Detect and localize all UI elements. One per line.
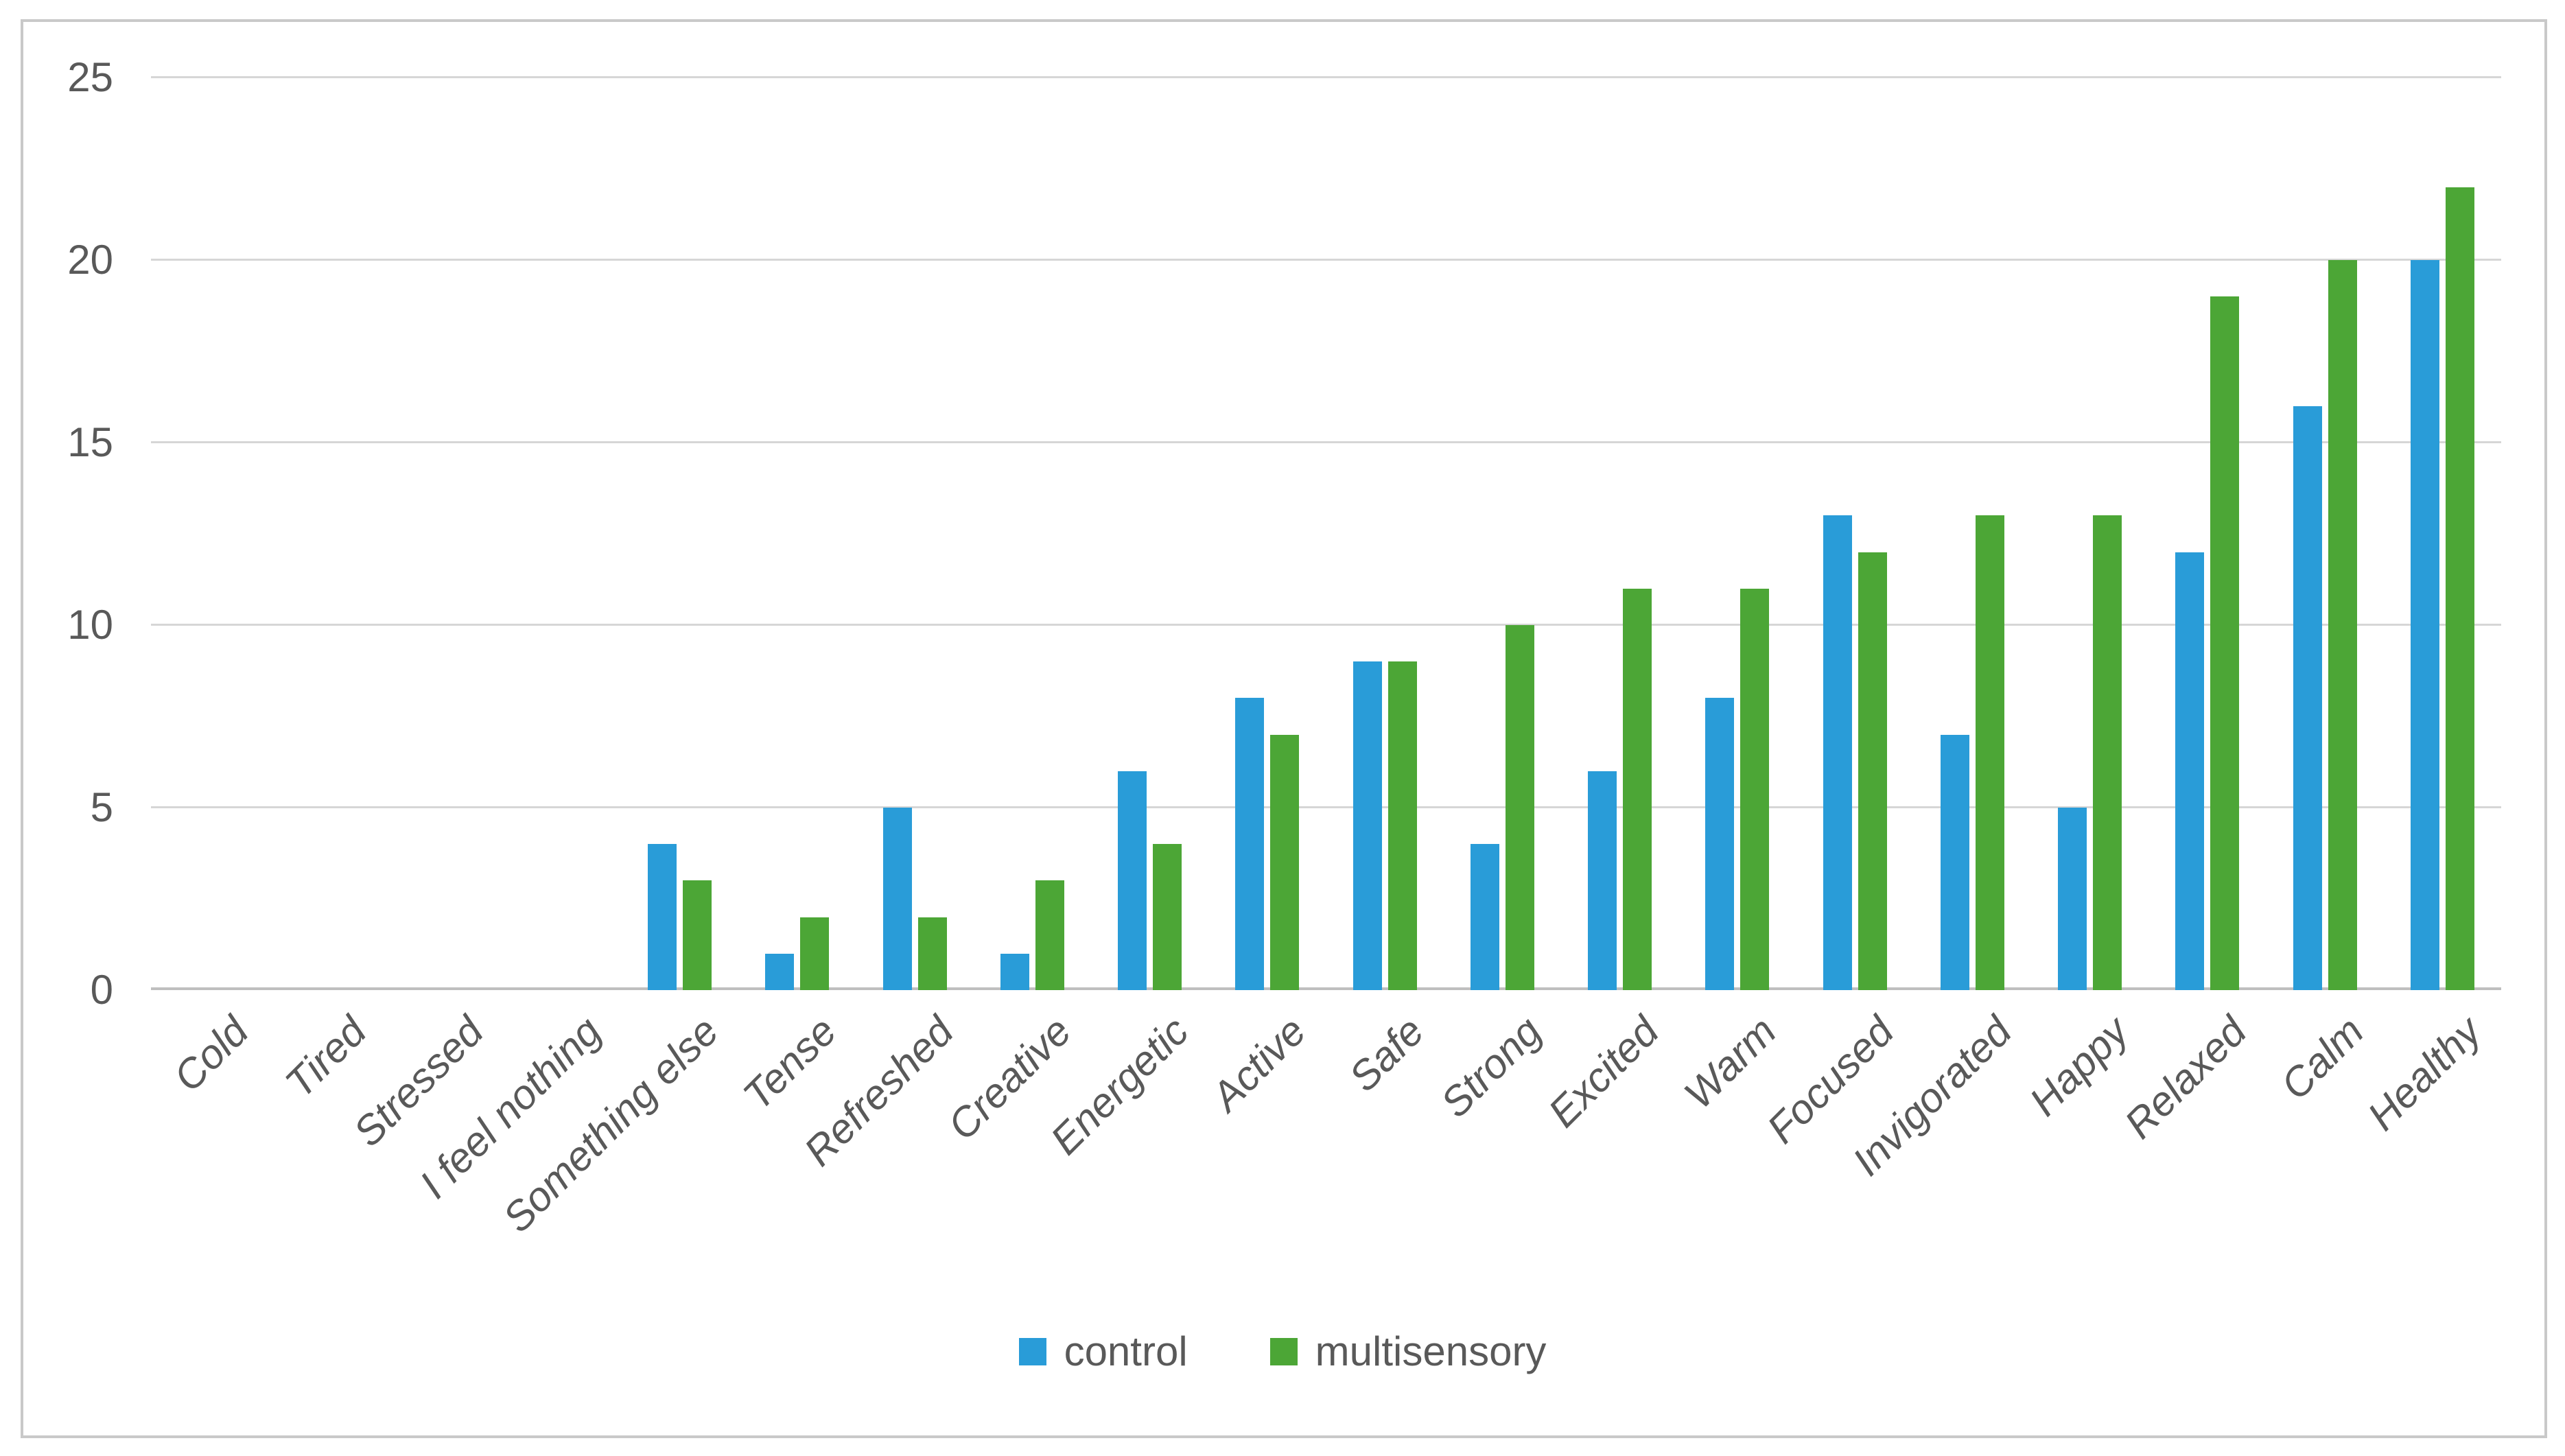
bar-group: [2031, 78, 2148, 990]
bars-layer: [151, 78, 2501, 990]
legend-item-multisensory: multisensory: [1269, 1328, 1547, 1374]
bar-multisensory: [1153, 844, 1182, 990]
bar-control: [1470, 844, 1499, 990]
y-axis-tick-label: 25: [67, 54, 113, 100]
bar-multisensory: [1740, 588, 1770, 990]
bar-group: [386, 78, 504, 990]
bar-group: [856, 78, 974, 990]
bar-multisensory: [1623, 588, 1652, 990]
gridline: [151, 259, 2501, 261]
bar-group: [1091, 78, 1208, 990]
gridline: [151, 624, 2501, 626]
bar-group: [268, 78, 386, 990]
legend-label-control: control: [1064, 1328, 1188, 1374]
bar-multisensory: [1975, 515, 2004, 990]
bar-control: [1235, 698, 1265, 990]
y-axis-tick-label: 10: [67, 602, 113, 648]
bar-multisensory: [1387, 661, 1417, 990]
bar-control: [1823, 515, 1852, 990]
bar-multisensory: [800, 917, 830, 990]
bar-multisensory: [1270, 734, 1300, 990]
bar-group: [1914, 78, 2031, 990]
bar-group: [151, 78, 268, 990]
y-axis-tick-label: 0: [90, 967, 113, 1013]
bar-multisensory: [683, 880, 712, 990]
bar-control: [1000, 953, 1029, 990]
gridline: [151, 76, 2501, 78]
bar-group: [1444, 78, 1561, 990]
bar-group: [2148, 78, 2266, 990]
bar-control: [2410, 260, 2439, 990]
bar-multisensory: [2445, 187, 2474, 990]
bar-group: [2384, 78, 2501, 990]
bar-group: [621, 78, 738, 990]
legend-item-control: control: [1018, 1328, 1188, 1374]
bar-group: [974, 78, 1091, 990]
legend-label-multisensory: multisensory: [1315, 1328, 1547, 1374]
bar-control: [1705, 698, 1735, 990]
bar-multisensory: [2328, 260, 2357, 990]
bar-group: [1561, 78, 1678, 990]
figure-frame: [21, 19, 2547, 1438]
bar-multisensory: [2093, 515, 2122, 990]
bar-control: [882, 808, 912, 990]
y-axis-tick-label: 5: [90, 784, 113, 830]
x-axis-line: [151, 987, 2501, 990]
bar-multisensory: [917, 917, 947, 990]
bar-control: [648, 844, 677, 990]
bar-group: [738, 78, 856, 990]
legend-swatch-multisensory-icon: [1269, 1338, 1298, 1365]
bar-control: [1940, 734, 1969, 990]
y-axis-tick-label: 20: [67, 237, 113, 283]
bar-control: [2175, 552, 2205, 990]
bar-control: [1118, 771, 1147, 990]
bar-group: [1796, 78, 1914, 990]
bar-group: [1326, 78, 1444, 990]
bar-control: [2058, 808, 2087, 990]
gridline: [151, 806, 2501, 808]
legend: control multisensory: [0, 1330, 2565, 1374]
bar-control: [1588, 771, 1617, 990]
plot-area: [151, 76, 2501, 990]
bar-group: [1208, 78, 1326, 990]
bar-multisensory: [1505, 625, 1534, 990]
bar-multisensory: [2210, 296, 2240, 990]
bar-control: [1352, 661, 1382, 990]
y-axis-tick-label: 15: [67, 419, 113, 465]
bar-group: [2267, 78, 2384, 990]
bar-control: [765, 953, 795, 990]
gridline: [151, 441, 2501, 443]
bar-group: [504, 78, 621, 990]
bar-multisensory: [1035, 880, 1064, 990]
bar-control: [2293, 406, 2322, 990]
legend-swatch-control-icon: [1018, 1338, 1046, 1365]
bar-group: [1678, 78, 1796, 990]
bar-multisensory: [1858, 552, 1887, 990]
